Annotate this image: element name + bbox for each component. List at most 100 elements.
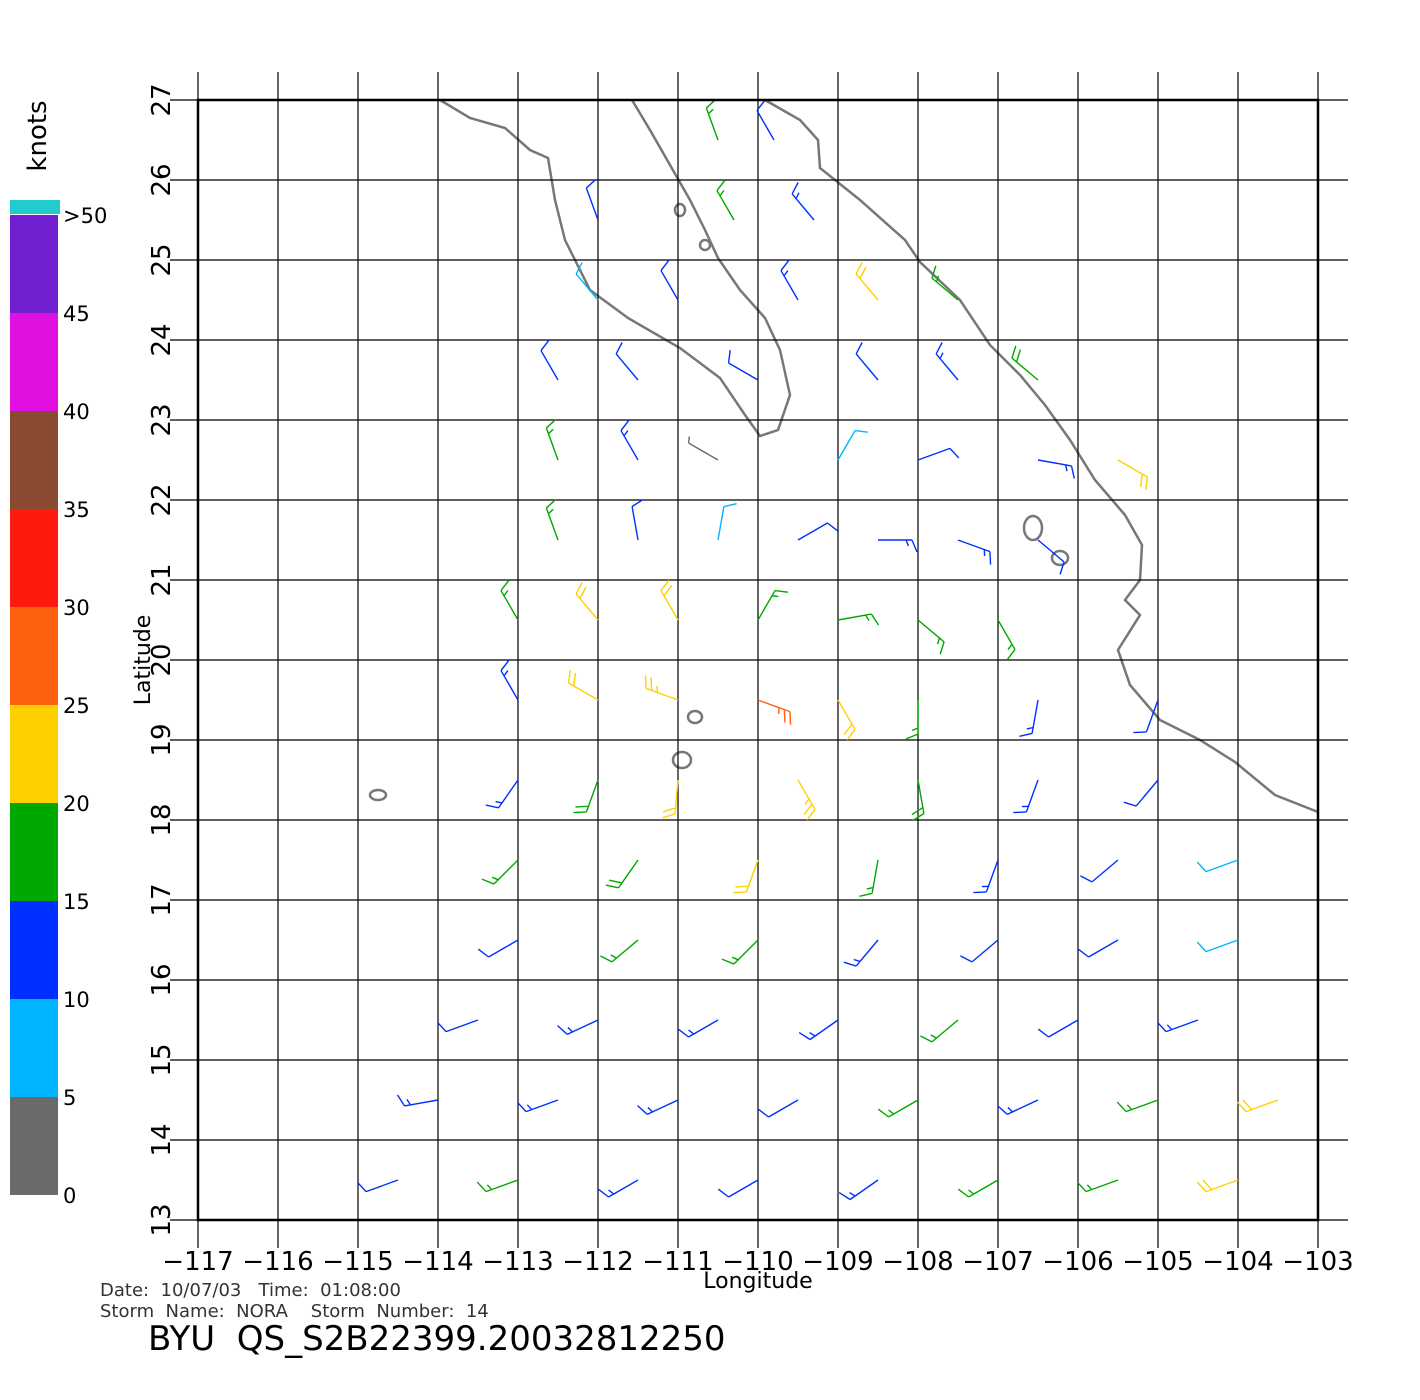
x-tick-label: −114 xyxy=(402,1247,473,1277)
wind-barb xyxy=(727,350,759,381)
wind-barb xyxy=(585,178,599,221)
wind-barb xyxy=(1196,939,1239,953)
wind-barb xyxy=(545,498,559,541)
colorbar-tick-label: 35 xyxy=(63,498,90,522)
wind-barb xyxy=(500,659,519,701)
y-tick-label: 19 xyxy=(147,723,177,756)
file-id: BYU QS_S2B22399.20032812250 xyxy=(148,1319,726,1359)
wind-barb xyxy=(600,939,639,963)
wind-barb xyxy=(1019,699,1039,738)
y-tick-label: 26 xyxy=(147,163,177,196)
y-tick-label: 27 xyxy=(147,83,177,116)
wind-barb xyxy=(1037,1019,1079,1038)
date-line: Date: 10/07/03 Time: 01:08:00 xyxy=(100,1280,401,1301)
x-tick-label: −116 xyxy=(242,1247,313,1277)
wind-barb xyxy=(615,342,639,381)
colorbar-bin xyxy=(10,705,58,803)
colorbar-bin xyxy=(10,803,58,901)
wind-barb xyxy=(931,265,959,301)
wind-barb xyxy=(1037,539,1065,575)
y-tick-label: 13 xyxy=(147,1203,177,1236)
colorbar-tick-label: 20 xyxy=(63,792,90,816)
x-tick-label: −105 xyxy=(1122,1247,1193,1277)
colorbar-bin xyxy=(10,901,58,999)
colorbar-bin xyxy=(10,999,58,1097)
wind-barb xyxy=(877,1099,919,1118)
wind-barb xyxy=(757,699,792,725)
wind-barb xyxy=(644,675,679,701)
wind-barb xyxy=(1156,1019,1199,1033)
x-tick-label: −115 xyxy=(322,1247,393,1277)
wind-barb xyxy=(957,1179,999,1198)
wind-barb xyxy=(481,859,519,885)
wind-barb xyxy=(1077,939,1119,958)
wind-barb xyxy=(575,262,599,301)
colorbar-tick-label: >50 xyxy=(63,204,107,228)
wind-barb xyxy=(917,619,945,655)
wind-barb xyxy=(935,342,959,381)
wind-barb xyxy=(705,98,719,141)
wind-barb xyxy=(677,1019,719,1038)
x-tick-label: −112 xyxy=(562,1247,633,1277)
wind-barb xyxy=(662,779,679,819)
wind-barb xyxy=(917,447,960,461)
colorbar-tick-label: 45 xyxy=(63,302,90,326)
wind-barb xyxy=(920,1019,959,1043)
wind-barb xyxy=(997,1099,1039,1116)
wind-barb xyxy=(733,859,759,894)
wind-barb xyxy=(837,429,868,461)
x-tick-label: −106 xyxy=(1042,1247,1113,1277)
y-tick-label: 21 xyxy=(147,563,177,596)
colorbar-tick-label: 10 xyxy=(63,988,90,1012)
x-tick-label: −110 xyxy=(722,1247,793,1277)
coastline xyxy=(368,98,1319,814)
wind-barb xyxy=(516,1099,559,1113)
colorbar-tick-label: 0 xyxy=(63,1184,76,1208)
storm-line: Storm Name: NORA Storm Number: 14 xyxy=(100,1301,489,1322)
wind-barb xyxy=(960,939,999,963)
colorbar-tick-label: 5 xyxy=(63,1086,76,1110)
wind-barb xyxy=(1116,1099,1159,1113)
wind-barb xyxy=(485,779,519,809)
colorbar-bin xyxy=(10,607,58,705)
y-tick-label: 18 xyxy=(147,803,177,836)
wind-barb xyxy=(973,859,999,894)
colorbar-bin xyxy=(10,509,58,607)
x-tick-label: −111 xyxy=(642,1247,713,1277)
wind-barb xyxy=(660,579,679,621)
wind-barb xyxy=(477,939,519,958)
colorbar-tick-label: 25 xyxy=(63,694,90,718)
y-tick-label: 15 xyxy=(147,1043,177,1076)
wind-barb xyxy=(905,700,919,740)
wind-barb xyxy=(1117,459,1149,490)
wind-barb xyxy=(756,99,775,141)
wind-barbs xyxy=(356,98,1279,1201)
wind-barb xyxy=(1080,859,1119,883)
wind-barb xyxy=(717,1179,759,1198)
wind-barb xyxy=(957,539,992,565)
colorbar-title: knots xyxy=(23,100,53,171)
x-tick-label: −108 xyxy=(882,1247,953,1277)
wind-barb xyxy=(837,699,856,741)
wind-barb xyxy=(717,502,737,541)
y-tick-label: 25 xyxy=(147,243,177,276)
wind-barb xyxy=(605,859,639,889)
wind-barb xyxy=(855,342,879,381)
wind-barb xyxy=(1011,345,1039,381)
wind-barb xyxy=(780,259,799,301)
wind-barb xyxy=(436,1019,479,1033)
wind-barb xyxy=(859,859,879,898)
wind-barb xyxy=(797,522,839,541)
y-tick-label: 16 xyxy=(147,963,177,996)
plot-frame xyxy=(196,98,1320,1222)
wind-barb xyxy=(687,436,719,461)
wind-barb xyxy=(757,1099,799,1118)
wind-barb xyxy=(997,619,1016,661)
wind-barb xyxy=(843,939,879,967)
wind-barb xyxy=(1236,1099,1279,1113)
grid xyxy=(170,72,1348,1248)
wind-barb xyxy=(721,939,759,965)
x-tick-label: −117 xyxy=(162,1247,233,1277)
colorbar-bin xyxy=(10,1097,58,1195)
y-tick-label: 17 xyxy=(147,883,177,916)
